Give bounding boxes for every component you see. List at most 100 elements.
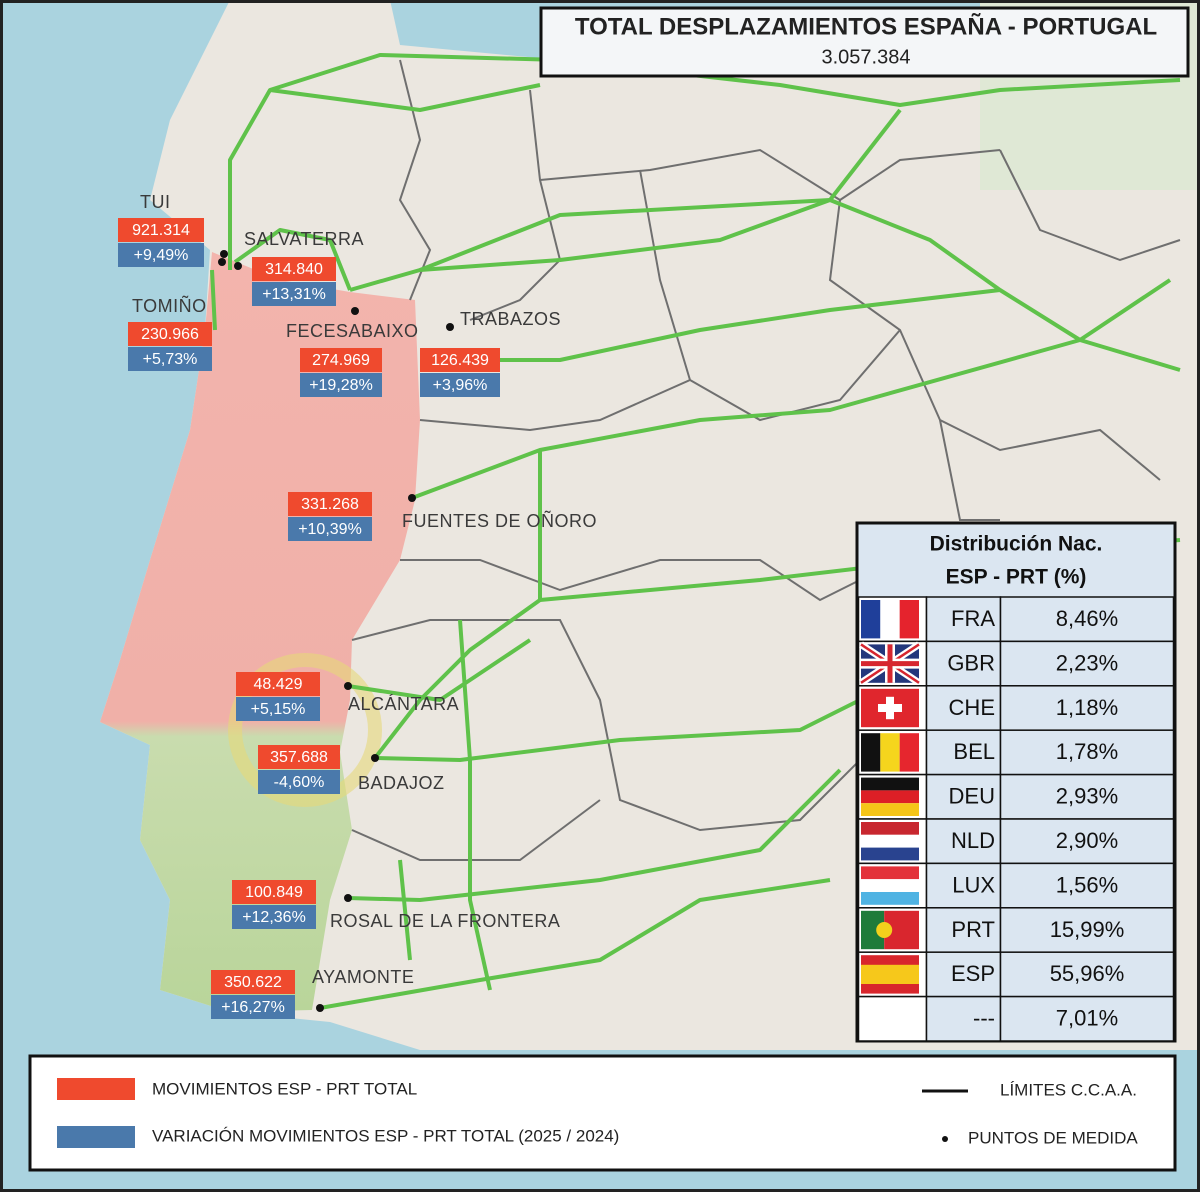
total-value: 230.966: [141, 326, 199, 343]
point-name: ROSAL DE LA FRONTERA: [330, 911, 560, 931]
total: 3.057.384: [822, 46, 911, 68]
country-code: PRT: [951, 917, 995, 942]
country-share: 2,23%: [1056, 650, 1118, 675]
point-dot: [408, 494, 416, 502]
point-dot: [316, 1004, 324, 1012]
variation-value: +13,31%: [262, 286, 326, 303]
table-body: Distribución Nac. ESP - PRT (%) FRA 8,46% GB…: [857, 533, 1175, 1042]
emblem: [228, 653, 382, 807]
table-cell: [925, 951, 1002, 998]
point-dot: [218, 258, 226, 266]
point-name: SALVATERRA: [244, 229, 364, 249]
country-code: BEL: [953, 739, 995, 764]
title: TOTAL DESPLAZAMIENTOS ESPAÑA - PORTUGAL: [575, 12, 1157, 40]
country-code: DEU: [949, 784, 995, 809]
legend-swatch-variation: [57, 1126, 135, 1148]
legend: [28, 1054, 1177, 1172]
point-dot: [234, 262, 242, 270]
flag: [859, 641, 921, 686]
point-dot: [446, 323, 454, 331]
table-cell: [925, 773, 1002, 820]
flag-part: [861, 834, 919, 848]
table-cell: [925, 862, 1002, 909]
total-box: [118, 218, 204, 242]
legend-label: MOVIMIENTOS ESP - PRT TOTAL: [152, 1079, 417, 1098]
table-cell: [999, 995, 1175, 1042]
legend-swatch-total: [57, 1078, 135, 1100]
table-cell: [999, 596, 1175, 643]
legend-point: [942, 1136, 948, 1142]
variation-box: [232, 905, 316, 929]
point-name: FECESABAIXO: [286, 321, 419, 341]
legend-label: VARIACIÓN MOVIMIENTOS ESP - PRT TOTAL (2…: [152, 1126, 619, 1145]
variation-value: +16,27%: [221, 999, 285, 1016]
flag: [861, 600, 919, 639]
flag-part: [861, 964, 919, 984]
flag: [861, 688, 919, 728]
variation-value: +5,15%: [251, 701, 306, 718]
country-code: CHE: [949, 695, 995, 720]
point-name: ALCÁNTARA: [348, 694, 459, 714]
legend-label: LÍMITES C.C.A.A.: [1000, 1080, 1137, 1099]
variation-value: +3,96%: [433, 377, 488, 394]
country-share: 7,01%: [1056, 1006, 1118, 1031]
country-share: 1,56%: [1056, 872, 1118, 897]
variation-value: +12,36%: [242, 909, 306, 926]
point-name: FUENTES DE OÑORO: [402, 510, 597, 531]
table-cell: [925, 995, 1002, 1042]
table-cell: [857, 995, 928, 1042]
table-cell: [999, 862, 1175, 909]
point-dot: [351, 307, 359, 315]
flag-part: [861, 847, 919, 861]
total-box: [252, 257, 336, 281]
country-share: 15,99%: [1050, 917, 1125, 942]
variation-value: -4,60%: [274, 774, 325, 791]
variation-box: [211, 995, 295, 1019]
country-code: NLD: [951, 828, 995, 853]
total-box: [258, 745, 340, 769]
country-code: LUX: [952, 872, 995, 897]
total-box: [300, 348, 382, 372]
flag-part: [861, 892, 919, 905]
total-value: 921.314: [132, 222, 190, 239]
table-cell: [999, 729, 1175, 776]
title-box: [539, 6, 1190, 78]
total-value: 350.622: [224, 974, 282, 991]
total-value: 100.849: [245, 884, 303, 901]
point-dot: [344, 894, 352, 902]
country-share: 1,18%: [1056, 695, 1118, 720]
variation-box: [118, 243, 204, 267]
total-value: 357.688: [270, 749, 328, 766]
total-value: 48.429: [254, 676, 303, 693]
variation-value: +5,73%: [143, 351, 198, 368]
variation-box: [300, 373, 382, 397]
total-value: 274.969: [312, 352, 370, 369]
total-box: [128, 322, 212, 346]
measurement-points: TUI 921.314 +9,49% SALVATERRA 314.840 +13,31%…: [118, 192, 597, 1019]
flag-part: [861, 822, 919, 835]
total-box: [211, 970, 295, 994]
point-dot: [220, 250, 228, 258]
country-code: ESP: [951, 961, 995, 986]
table-cell: [925, 596, 1002, 643]
total-box: [232, 880, 316, 904]
country-code: ---: [973, 1006, 995, 1031]
total-value: 126.439: [431, 352, 489, 369]
table-header: [858, 524, 1174, 597]
country-code: FRA: [951, 606, 995, 631]
country-code: GBR: [947, 650, 995, 675]
table-cell: [925, 640, 1002, 687]
variation-box: [258, 770, 340, 794]
point-name: TRABAZOS: [460, 309, 561, 329]
flag-part: [876, 922, 893, 938]
flag-part: [861, 866, 919, 880]
flag: [861, 866, 919, 905]
total-value: 331.268: [301, 496, 359, 513]
variation-box: [252, 282, 336, 306]
table-title: Distribución Nac.: [930, 533, 1103, 556]
flag: [861, 910, 919, 950]
flag-part: [861, 879, 919, 892]
point-name: TUI: [140, 192, 171, 212]
